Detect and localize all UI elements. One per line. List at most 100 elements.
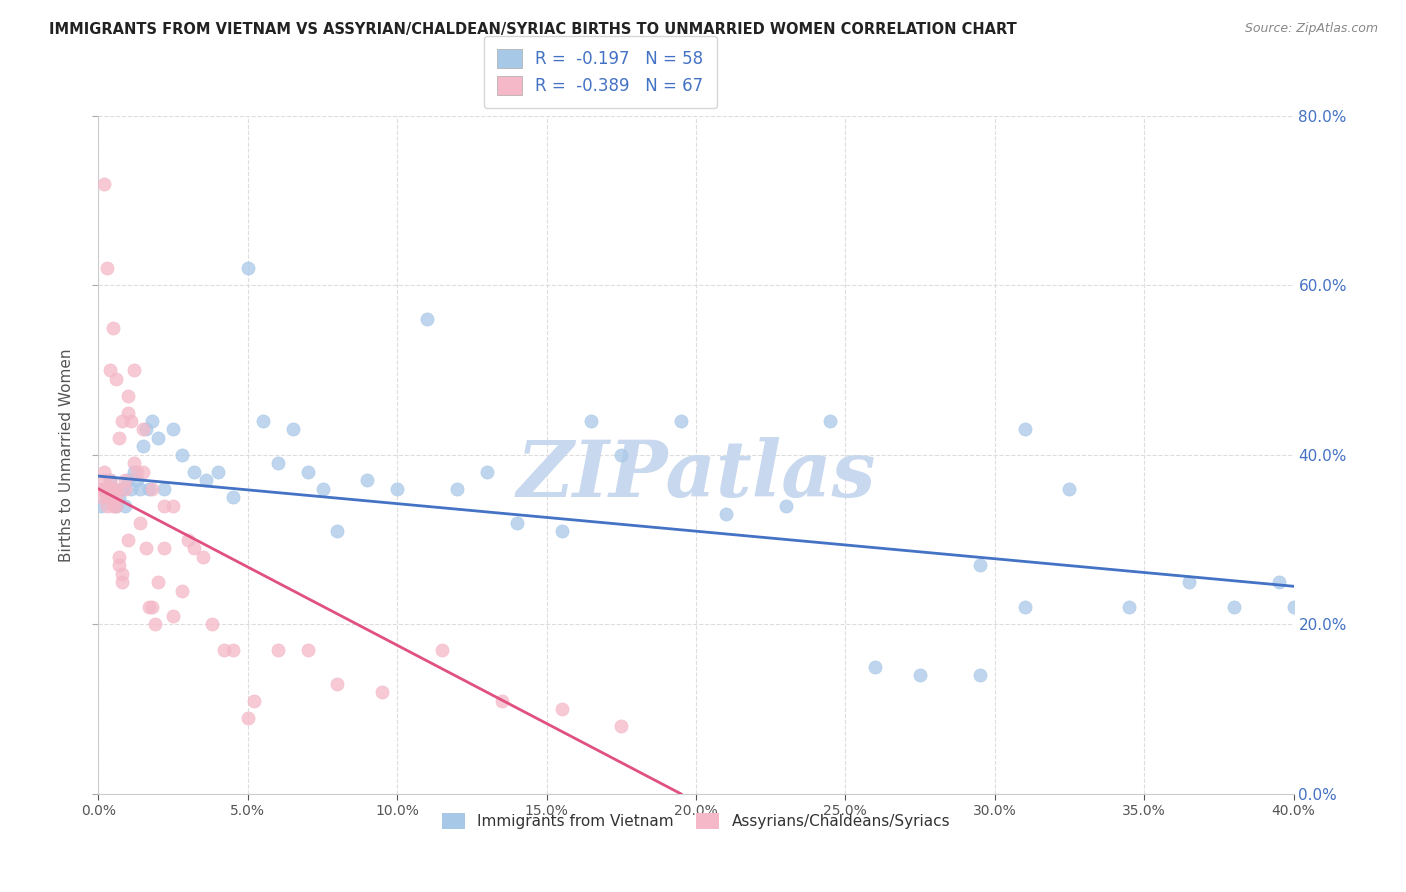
Point — [297, 642, 319, 657]
Point — [103, 482, 125, 496]
Point — [120, 482, 142, 496]
Point — [96, 491, 118, 505]
Point — [172, 583, 194, 598]
Point — [908, 668, 931, 682]
Point — [371, 685, 394, 699]
Point — [162, 423, 184, 437]
Point — [148, 431, 170, 445]
Point — [127, 473, 149, 487]
Point — [416, 312, 439, 326]
Point — [143, 617, 166, 632]
Point — [1118, 600, 1140, 615]
Point — [969, 558, 991, 573]
Point — [105, 482, 128, 496]
Point — [93, 177, 115, 191]
Point — [124, 363, 146, 377]
Point — [183, 465, 205, 479]
Point — [820, 414, 842, 428]
Point — [96, 261, 118, 276]
Point — [550, 524, 572, 538]
Point — [138, 482, 160, 496]
Point — [96, 482, 118, 496]
Point — [105, 499, 128, 513]
Point — [475, 465, 498, 479]
Point — [550, 702, 572, 716]
Point — [90, 491, 112, 505]
Point — [111, 566, 134, 581]
Point — [1014, 423, 1036, 437]
Point — [117, 533, 139, 547]
Point — [132, 423, 155, 437]
Y-axis label: Births to Unmarried Women: Births to Unmarried Women — [59, 348, 75, 562]
Point — [98, 482, 122, 496]
Point — [222, 491, 245, 505]
Point — [108, 558, 131, 573]
Point — [90, 482, 112, 496]
Point — [430, 642, 453, 657]
Point — [201, 617, 224, 632]
Point — [105, 491, 128, 505]
Point — [243, 694, 266, 708]
Point — [120, 414, 142, 428]
Point — [114, 499, 136, 513]
Point — [775, 499, 797, 513]
Point — [1223, 600, 1246, 615]
Point — [969, 668, 991, 682]
Point — [141, 600, 163, 615]
Point — [356, 473, 378, 487]
Point — [103, 499, 125, 513]
Point — [98, 473, 122, 487]
Point — [111, 575, 134, 590]
Point — [132, 465, 155, 479]
Point — [236, 710, 259, 724]
Point — [129, 482, 152, 496]
Point — [105, 499, 128, 513]
Point — [93, 482, 115, 496]
Point — [127, 465, 149, 479]
Point — [108, 431, 131, 445]
Point — [610, 448, 633, 462]
Point — [162, 499, 184, 513]
Point — [581, 414, 603, 428]
Point — [148, 575, 170, 590]
Point — [162, 609, 184, 624]
Point — [98, 473, 122, 487]
Point — [105, 371, 128, 385]
Point — [117, 473, 139, 487]
Point — [103, 320, 125, 334]
Point — [93, 473, 115, 487]
Point — [93, 482, 115, 496]
Point — [98, 491, 122, 505]
Point — [385, 482, 409, 496]
Point — [326, 676, 349, 690]
Point — [114, 482, 136, 496]
Point — [267, 642, 290, 657]
Point — [135, 541, 157, 555]
Point — [610, 719, 633, 733]
Point — [96, 499, 118, 513]
Point — [1059, 482, 1081, 496]
Point — [506, 516, 529, 530]
Point — [117, 389, 139, 403]
Point — [138, 600, 160, 615]
Point — [297, 465, 319, 479]
Point — [195, 473, 218, 487]
Point — [108, 549, 131, 564]
Point — [111, 414, 134, 428]
Point — [212, 642, 235, 657]
Point — [446, 482, 468, 496]
Point — [103, 482, 125, 496]
Point — [236, 261, 259, 276]
Point — [1178, 575, 1201, 590]
Point — [267, 457, 290, 471]
Point — [93, 465, 115, 479]
Point — [108, 491, 131, 505]
Point — [326, 524, 349, 538]
Point — [153, 482, 176, 496]
Point — [98, 363, 122, 377]
Point — [114, 473, 136, 487]
Point — [141, 414, 163, 428]
Point — [491, 694, 513, 708]
Legend: Immigrants from Vietnam, Assyrians/Chaldeans/Syriacs: Immigrants from Vietnam, Assyrians/Chald… — [434, 805, 957, 837]
Point — [132, 440, 155, 454]
